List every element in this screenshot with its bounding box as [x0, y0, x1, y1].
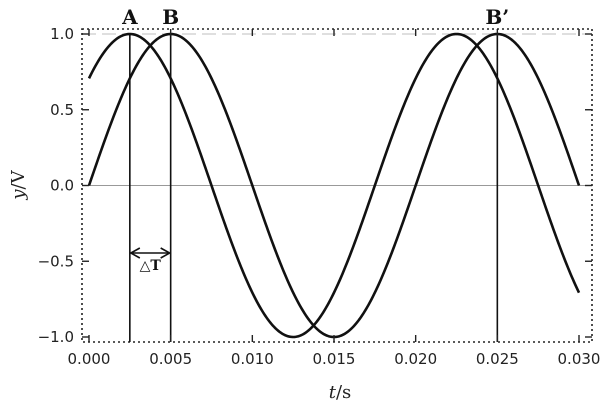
marker-label-2: B: [162, 5, 179, 29]
x-tick-label: 0.000: [68, 350, 111, 368]
y-tick-label: 1.0: [50, 25, 74, 43]
x-tick-label: 0.010: [231, 350, 274, 368]
y-tick-label: −0.5: [38, 252, 74, 270]
y-axis-label: y/V: [8, 169, 29, 200]
x-tick-label: 0.020: [394, 350, 437, 368]
interval-arrowhead-right: [160, 247, 172, 259]
y-tick-label: −1.0: [38, 328, 74, 346]
y-tick-label: 0.5: [50, 101, 74, 119]
x-tick-label: 0.025: [476, 350, 519, 368]
interval-label: △T: [140, 258, 162, 274]
marker-lines: A B B’ △T: [121, 5, 509, 342]
x-tick-label: 0.005: [149, 350, 192, 368]
interval-arrowhead-left: [129, 247, 141, 259]
axis-ticks: 0.000 0.005 0.010 0.015 0.020 0.025 0.030 1.0 0.…: [38, 25, 601, 368]
y-tick-label: 0.0: [50, 177, 74, 195]
x-axis-label: t/s: [329, 382, 352, 403]
x-tick-label: 0.015: [313, 350, 356, 368]
marker-label-3: B’: [485, 5, 509, 29]
x-tick-label: 0.030: [558, 350, 601, 368]
marker-label-1: A: [121, 5, 138, 29]
